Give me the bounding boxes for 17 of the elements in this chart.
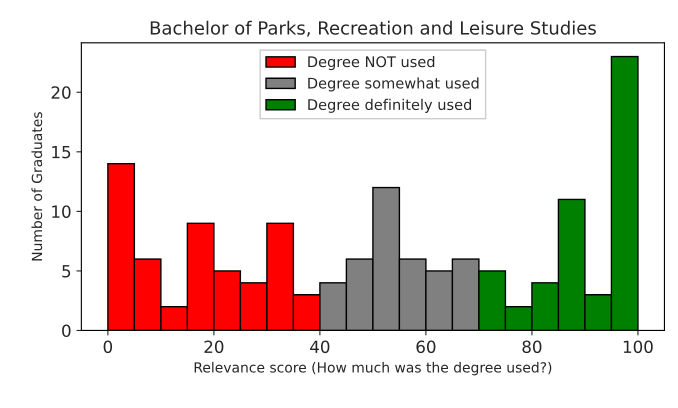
y-axis-title: Number of Graduates <box>31 112 42 260</box>
x-tick-label: 80 <box>522 340 542 354</box>
x-axis-title: Relevance score (How much was the degree used?) <box>194 362 552 376</box>
x-tick-label: 40 <box>310 340 330 354</box>
legend-label: Degree NOT used <box>308 56 434 70</box>
x-tick-label: 100 <box>624 340 653 354</box>
x-tick-label: 60 <box>416 340 436 354</box>
y-tick-label: 0 <box>62 324 71 338</box>
y-tick-label: 20 <box>52 86 71 99</box>
chart-title: Bachelor of Parks, Recreation and Leisure Studies <box>150 20 596 37</box>
legend-label: Degree definitely used <box>308 98 472 113</box>
y-tick-label: 10 <box>52 205 71 218</box>
x-tick-label: 20 <box>204 340 224 354</box>
legend-label: Degree somewhat used <box>308 77 478 92</box>
y-tick-label: 15 <box>52 146 70 158</box>
y-tick-label: 5 <box>62 265 70 278</box>
x-tick-label: 0 <box>104 340 112 354</box>
